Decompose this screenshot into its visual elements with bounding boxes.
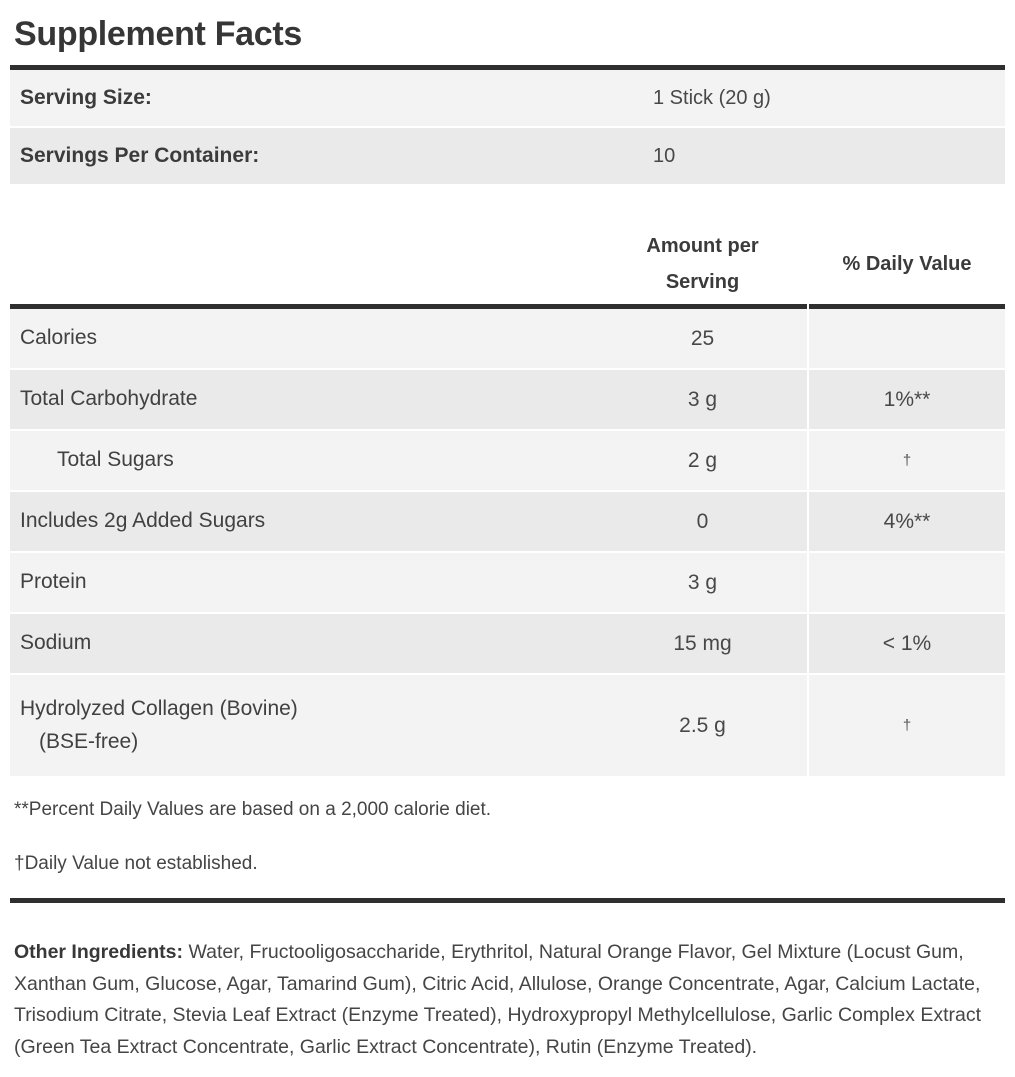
table-row-added-sugars: Includes 2g Added Sugars 0 4%** [10, 492, 1005, 551]
nutrient-label: Protein [20, 570, 87, 594]
nutrient-daily-value [809, 309, 1005, 368]
serving-size-value: 1 Stick (20 g) [653, 86, 771, 109]
table-row-sodium: Sodium 15 mg < 1% [10, 614, 1005, 673]
nutrient-label: Total Carbohydrate [20, 387, 198, 411]
nutrient-amount: 3 g [687, 387, 718, 411]
amount-per-serving-header-label: Amount per Serving [646, 235, 759, 293]
nutrient-daily-value [809, 553, 1005, 612]
other-ingredients-paragraph: Other Ingredients: Water, Fructooligosac… [14, 937, 985, 1063]
nutrient-label: Sodium [20, 631, 92, 655]
daily-value-header: % Daily Value [842, 252, 972, 275]
nutrient-daily-value: 1%** [809, 370, 1005, 429]
nutrient-amount: 0 [696, 509, 709, 533]
nutrient-label: Total Sugars [57, 448, 174, 472]
servings-per-container-row: Servings Per Container: 10 [10, 128, 1005, 184]
serving-size-row: Serving Size: 1 Stick (20 g) [10, 70, 1005, 126]
table-row-total-sugars: Total Sugars 2 g † [10, 431, 1005, 490]
nutrient-daily-value: < 1% [809, 614, 1005, 673]
table-row-calories: Calories 25 [10, 309, 1005, 368]
serving-size-label: Serving Size: [20, 86, 152, 109]
facts-table-header: Amount per Serving % Daily Value [10, 224, 1005, 304]
nutrient-label: Includes 2g Added Sugars [20, 509, 266, 533]
nutrient-label: Calories [20, 326, 98, 350]
table-row-protein: Protein 3 g [10, 553, 1005, 612]
bottom-divider [10, 898, 1005, 903]
nutrient-daily-value: † [809, 431, 1005, 490]
nutrient-amount: 15 mg [673, 631, 732, 655]
nutrient-label: Hydrolyzed Collagen (Bovine) [20, 696, 298, 720]
table-row-total-carbohydrate: Total Carbohydrate 3 g 1%** [10, 370, 1005, 429]
amount-per-serving-header: Amount per Serving [598, 228, 807, 300]
nutrient-amount: 2.5 g [679, 713, 726, 737]
servings-per-container-value: 10 [653, 144, 676, 167]
facts-table: Calories 25 Total Carbohydrate 3 g 1%** … [10, 309, 1005, 776]
nutrient-amount: 3 g [687, 570, 718, 594]
nutrient-label-line2: (BSE-free) [39, 729, 139, 753]
header-divider [10, 304, 1005, 309]
nutrient-daily-value: † [809, 675, 1005, 776]
table-row-hydrolyzed-collagen: Hydrolyzed Collagen (Bovine) (BSE-free) … [10, 675, 1005, 776]
title-divider [10, 65, 1005, 70]
nutrient-daily-value: 4%** [809, 492, 1005, 551]
page-title: Supplement Facts [14, 15, 303, 53]
footnote-percent-daily-values: **Percent Daily Values are based on a 2,… [14, 799, 492, 820]
other-ingredients-label: Other Ingredients: [14, 941, 184, 963]
other-ingredients-text: Water, Fructooligosaccharide, Erythritol… [14, 941, 982, 1058]
footnote-daily-value-not-established: †Daily Value not established. [14, 853, 258, 874]
nutrient-amount: 25 [690, 326, 715, 350]
nutrient-amount: 2 g [687, 448, 718, 472]
serving-info-table: Serving Size: 1 Stick (20 g) Servings Pe… [10, 70, 1005, 184]
servings-per-container-label: Servings Per Container: [20, 144, 260, 167]
